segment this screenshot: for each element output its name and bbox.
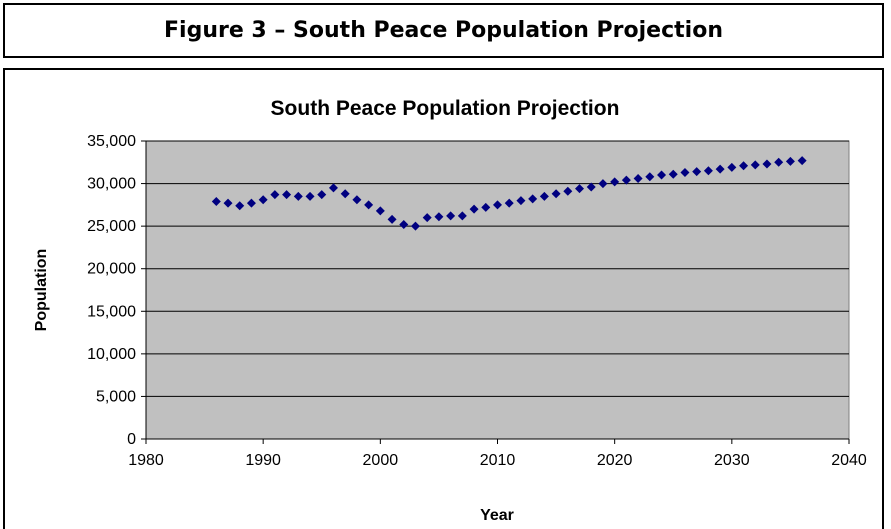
axes	[141, 140, 850, 444]
y-tick-label: 10,000	[87, 346, 136, 363]
data-point-marker	[258, 195, 268, 205]
data-point-marker	[246, 198, 256, 208]
data-point-marker	[282, 190, 292, 200]
y-tick-label: 5,000	[96, 388, 136, 405]
data-point-marker	[645, 172, 655, 182]
data-point-marker	[270, 190, 280, 200]
data-point-marker	[328, 183, 338, 193]
chart-frame	[3, 68, 884, 529]
data-point-marker	[633, 173, 643, 183]
data-point-marker	[364, 200, 374, 210]
data-point-marker	[457, 211, 467, 221]
data-point-marker	[223, 198, 233, 208]
data-point-marker	[598, 179, 608, 189]
x-tick-label: 2000	[363, 452, 399, 469]
y-tick-label: 20,000	[87, 261, 136, 278]
data-point-marker	[305, 191, 315, 201]
plot-area	[145, 140, 850, 440]
data-point-marker	[797, 156, 807, 166]
data-points	[211, 156, 807, 231]
data-point-marker	[539, 191, 549, 201]
data-point-marker	[575, 184, 585, 194]
x-tick-label: 2010	[480, 452, 516, 469]
data-point-marker	[516, 196, 526, 206]
data-point-marker	[399, 219, 409, 229]
y-tick-label: 0	[127, 431, 136, 448]
data-point-marker	[469, 204, 479, 214]
data-point-marker	[340, 189, 350, 199]
tick-labels: 0 5,000 10,000 15,000 20,000 25,000 30,000 35,0…	[87, 133, 867, 469]
y-tick-label: 15,000	[87, 303, 136, 320]
data-point-marker	[621, 175, 631, 185]
data-point-marker	[703, 166, 713, 176]
y-tick-label: 30,000	[87, 176, 136, 193]
data-point-marker	[493, 200, 502, 210]
data-point-marker	[481, 202, 491, 212]
data-point-marker	[504, 198, 514, 208]
data-point-marker	[422, 213, 432, 223]
data-point-marker	[551, 189, 561, 199]
x-tick-label: 2030	[714, 452, 750, 469]
x-tick-label: 1980	[128, 452, 164, 469]
data-point-marker	[715, 164, 725, 174]
data-point-marker	[668, 169, 678, 179]
y-tick-label: 25,000	[87, 218, 136, 235]
data-point-marker	[235, 201, 245, 211]
data-point-marker	[317, 190, 327, 200]
data-point-marker	[563, 186, 573, 196]
data-point-marker	[293, 191, 303, 201]
data-point-marker	[375, 206, 385, 216]
chart-title: South Peace Population Projection	[271, 97, 620, 120]
data-point-marker	[739, 161, 749, 171]
data-point-marker	[528, 194, 538, 204]
data-point-marker	[774, 157, 784, 167]
gridlines	[146, 140, 849, 397]
y-tick-label: 35,000	[87, 133, 136, 150]
x-axis-label: Year	[480, 507, 514, 524]
data-point-marker	[657, 170, 667, 180]
data-point-marker	[785, 156, 795, 166]
data-point-marker	[727, 162, 737, 172]
figure-caption-box: Figure 3 – South Peace Population Projec…	[3, 3, 884, 58]
x-tick-label: 1990	[245, 452, 281, 469]
data-point-marker	[750, 160, 760, 170]
data-point-marker	[692, 167, 702, 177]
data-point-marker	[610, 177, 620, 187]
data-point-marker	[762, 159, 772, 169]
data-point-marker	[446, 211, 456, 221]
x-tick-label: 2020	[597, 452, 633, 469]
data-point-marker	[434, 212, 444, 222]
data-point-marker	[586, 182, 596, 192]
data-point-marker	[211, 196, 221, 206]
y-axis-label: Population	[33, 249, 50, 332]
figure-caption: Figure 3 – South Peace Population Projec…	[164, 18, 723, 43]
data-point-marker	[410, 221, 420, 231]
data-point-marker	[680, 168, 690, 178]
data-point-marker	[387, 214, 397, 224]
data-point-marker	[352, 195, 362, 205]
x-tick-label: 2040	[831, 452, 867, 469]
